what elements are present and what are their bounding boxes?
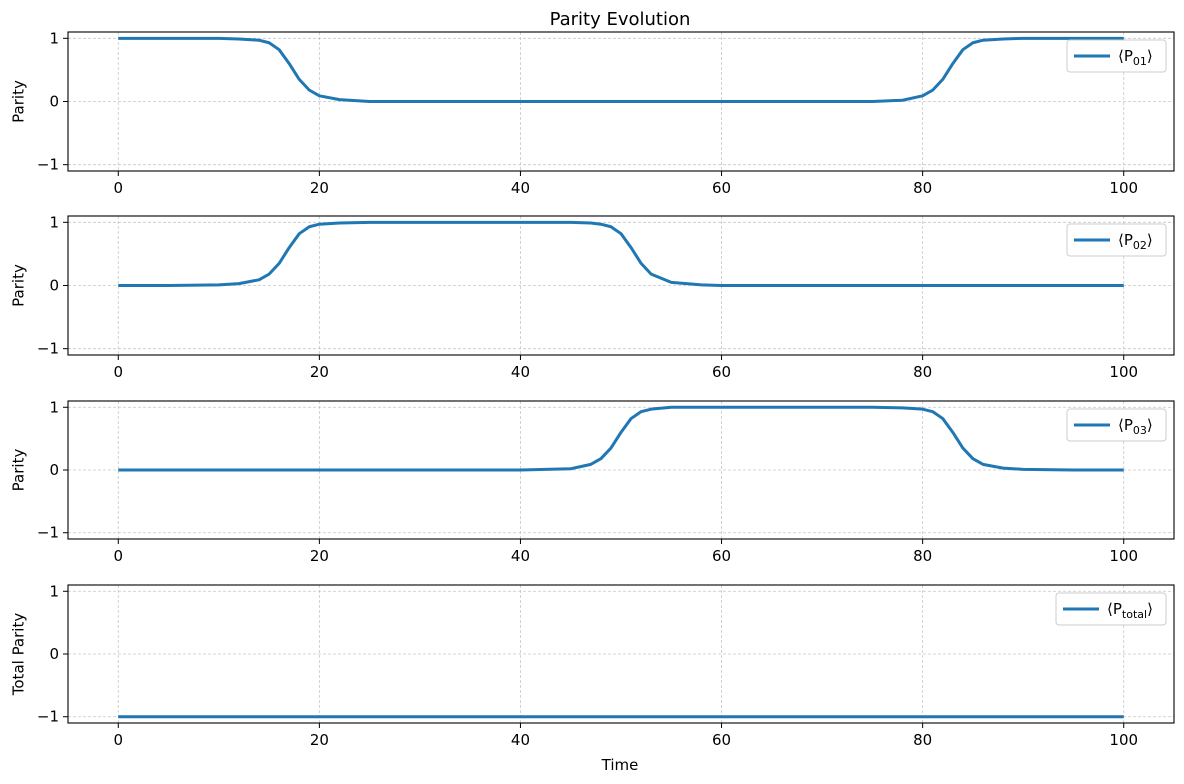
legend-3: ⟨P03⟩ (1066, 408, 1167, 442)
legend-box (1066, 223, 1167, 257)
x-tick-label: 40 (511, 363, 530, 381)
subplot-1: 0 20 40 60 80 100 1 0 −1 Parity ⟨P01⟩ (10, 29, 1175, 197)
x-tick-label: 60 (712, 179, 731, 197)
series-line-2 (118, 220, 1124, 287)
y-axis-label: Total Parity (10, 613, 28, 697)
x-tick-label: 20 (310, 731, 329, 749)
x-tick-label: 100 (1109, 731, 1138, 749)
x-tick-label: 40 (511, 179, 530, 197)
y-tick-label: −1 (37, 156, 59, 174)
x-tick-label: 20 (310, 363, 329, 381)
legend-4: ⟨Ptotal⟩ (1055, 592, 1167, 626)
x-tick-label: 60 (712, 363, 731, 381)
y-tick-label: 1 (49, 582, 59, 600)
y-tick-label: 1 (49, 213, 59, 231)
y-axis-label: Parity (10, 449, 28, 492)
y-tick-label: 1 (49, 398, 59, 416)
y-axis-label: Parity (10, 80, 28, 123)
x-tick-label: 80 (913, 547, 932, 565)
x-tick-label: 80 (913, 363, 932, 381)
subplot-2: 0 20 40 60 80 100 1 0 −1 Parity ⟨P02⟩ (10, 213, 1175, 381)
chart-title: Parity Evolution (550, 9, 691, 30)
legend-box (1055, 592, 1167, 626)
subplot-4: 0 20 40 60 80 100 1 0 −1 Total Parity ⟨Ptotal⟩ (10, 582, 1175, 749)
legend-label: ⟨P02⟩ (1118, 231, 1153, 252)
x-tick-label: 100 (1109, 547, 1138, 565)
y-tick-label: 0 (49, 461, 59, 479)
x-tick-label: 20 (310, 179, 329, 197)
x-tick-label: 40 (511, 547, 530, 565)
x-tick-label: 60 (712, 731, 731, 749)
x-tick-label: 80 (913, 731, 932, 749)
legend-2: ⟨P02⟩ (1066, 223, 1167, 257)
legend-label: ⟨P01⟩ (1118, 47, 1153, 68)
y-tick-label: 1 (49, 29, 59, 47)
y-tick-label: 0 (49, 93, 59, 111)
subplot-3: 0 20 40 60 80 100 1 0 −1 Parity ⟨P03⟩ (10, 398, 1175, 565)
legend-label: ⟨Ptotal⟩ (1107, 600, 1153, 621)
x-tick-label: 100 (1109, 363, 1138, 381)
series-line-3 (118, 405, 1124, 472)
y-tick-label: 0 (49, 645, 59, 663)
series-line-1 (118, 36, 1124, 103)
y-tick-label: −1 (37, 340, 59, 358)
x-tick-label: 80 (913, 179, 932, 197)
x-tick-label: 0 (113, 547, 123, 565)
x-tick-label: 100 (1109, 179, 1138, 197)
x-axis-label: Time (601, 756, 639, 774)
y-axis-label: Parity (10, 264, 28, 307)
legend-1: ⟨P01⟩ (1066, 39, 1167, 73)
x-tick-label: 60 (712, 547, 731, 565)
x-tick-label: 0 (113, 363, 123, 381)
legend-box (1066, 408, 1167, 442)
x-tick-label: 40 (511, 731, 530, 749)
legend-label: ⟨P03⟩ (1118, 416, 1153, 437)
legend-box (1066, 39, 1167, 73)
x-tick-label: 0 (113, 731, 123, 749)
x-tick-label: 20 (310, 547, 329, 565)
y-tick-label: −1 (37, 524, 59, 542)
x-tick-label: 0 (113, 179, 123, 197)
y-tick-label: −1 (37, 708, 59, 726)
y-tick-label: 0 (49, 277, 59, 295)
